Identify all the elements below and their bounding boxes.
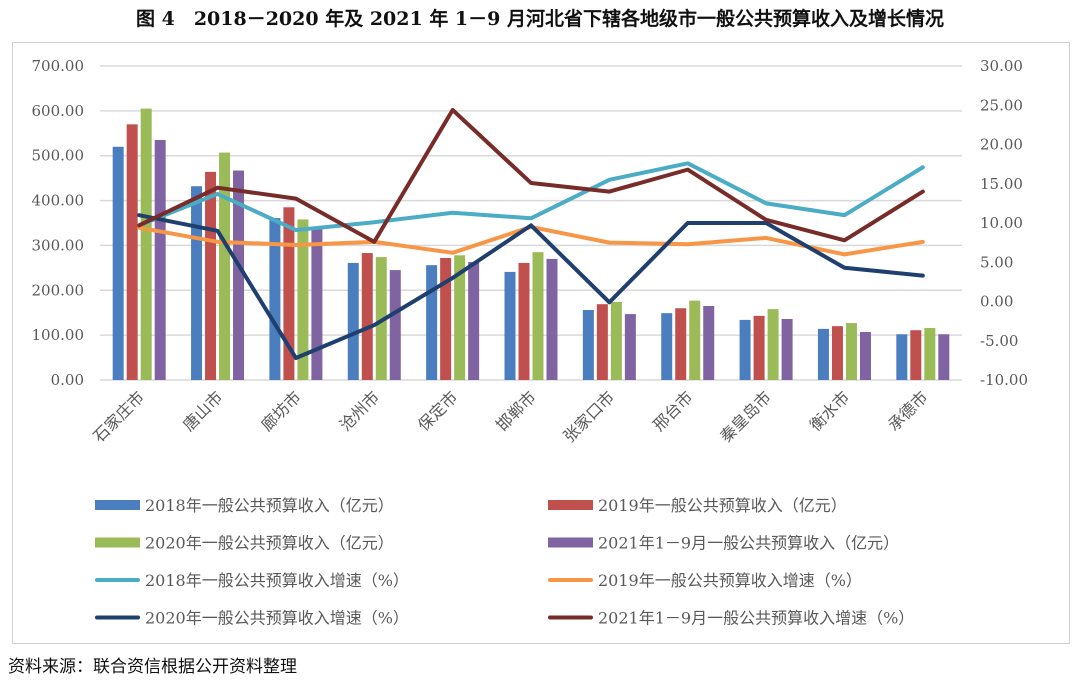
y-left-tick-label: 200.00: [32, 281, 85, 299]
y-left-tick-label: 700.00: [32, 57, 85, 75]
y-right-tick-label: 25.00: [980, 96, 1023, 114]
bar-4: [859, 332, 871, 380]
legend-label: 2021年1－9月一般公共预算收入（亿元）: [598, 534, 899, 553]
y-right-tick-label: 15.00: [980, 175, 1023, 193]
bar-3: [454, 255, 466, 380]
category-label: 保定市: [414, 387, 461, 434]
category-label: 沧州市: [336, 387, 383, 434]
y-left-tick-label: 500.00: [32, 147, 85, 165]
category-label: 张家口市: [559, 387, 618, 446]
bar-3: [689, 300, 701, 380]
category-label: 石家庄市: [89, 387, 148, 446]
y-right-tick-label: 10.00: [980, 214, 1023, 232]
bar-2: [205, 171, 217, 380]
bar-1: [426, 265, 438, 380]
bar-1: [191, 186, 203, 380]
bar-3: [532, 252, 544, 380]
y-right-tick-label: 20.00: [980, 136, 1023, 154]
bar-4: [938, 334, 950, 380]
category-label: 邯郸市: [492, 387, 539, 434]
bar-1: [347, 262, 359, 380]
y-left-tick-label: 100.00: [32, 326, 85, 344]
source-note: 资料来源：联合资信根据公开资料整理: [8, 657, 297, 677]
bar-3: [140, 108, 152, 380]
y-right-tick-label: -10.00: [980, 371, 1028, 389]
bar-1: [582, 310, 594, 380]
line-series-1: [137, 161, 925, 233]
bar-4: [233, 170, 245, 380]
legend-swatch: [95, 500, 140, 510]
bar-1: [739, 319, 751, 380]
bar-2: [361, 253, 373, 380]
y-left-tick-label: 600.00: [32, 102, 85, 120]
bar-1: [661, 313, 673, 380]
category-label: 唐山市: [179, 387, 226, 434]
bar-3: [610, 301, 622, 380]
bar-1: [269, 218, 281, 380]
bar-3: [845, 323, 857, 380]
legend-swatch: [548, 537, 593, 548]
y-right-tick-label: 5.00: [980, 253, 1013, 271]
bar-4: [546, 258, 558, 380]
bar-3: [767, 309, 779, 380]
y-right-tick-label: 0.00: [980, 293, 1013, 311]
bar-2: [126, 124, 138, 380]
bar-2: [910, 330, 922, 380]
bar-4: [624, 314, 636, 380]
category-label: 廊坊市: [257, 387, 304, 434]
y-left-tick-label: 300.00: [32, 236, 85, 254]
category-label: 衡水市: [806, 387, 853, 434]
bar-4: [389, 270, 401, 380]
legend-label: 2019年一般公共预算收入（亿元）: [598, 496, 847, 515]
bar-1: [112, 146, 124, 380]
bar-3: [297, 219, 309, 380]
category-label: 邢台市: [649, 387, 696, 434]
bar-2: [596, 304, 608, 380]
y-left-tick-label: 400.00: [32, 192, 85, 210]
chart-title: 图 4 2018－2020 年及 2021 年 1－9 月河北省下辖各地级市一般…: [136, 8, 944, 30]
bar-4: [703, 305, 715, 380]
legend-label: 2018年一般公共预算收入（亿元）: [145, 496, 394, 515]
line-series-3: [137, 213, 925, 361]
bar-3: [219, 152, 231, 380]
legend-swatch: [95, 537, 140, 548]
bar-2: [753, 315, 765, 380]
bar-1: [896, 334, 908, 380]
y-right-tick-label: -5.00: [980, 332, 1018, 350]
bar-2: [831, 326, 843, 380]
category-label: 秦皇岛市: [716, 387, 775, 446]
legend-label: 2020年一般公共预算收入（亿元）: [145, 534, 394, 553]
bar-4: [311, 228, 323, 380]
legend-label: 2020年一般公共预算收入增速（%）: [145, 609, 409, 628]
bar-4: [468, 262, 480, 380]
legend-label: 2018年一般公共预算收入增速（%）: [145, 571, 409, 590]
bar-2: [518, 262, 530, 380]
bar-1: [504, 271, 516, 380]
y-right-tick-label: 30.00: [980, 57, 1023, 75]
chart-frame: [12, 42, 1070, 644]
bar-2: [283, 207, 295, 380]
bar-4: [154, 140, 166, 380]
bar-2: [675, 308, 687, 380]
legend-label: 2021年1－9月一般公共预算收入增速（%）: [598, 609, 914, 628]
legend-swatch: [548, 500, 593, 510]
bar-1: [817, 328, 829, 380]
line-series-4: [137, 107, 925, 244]
bar-3: [924, 327, 936, 380]
bar-2: [440, 257, 452, 380]
bar-4: [781, 318, 793, 380]
legend-label: 2019年一般公共预算收入增速（%）: [598, 571, 862, 590]
category-label: 承德市: [884, 387, 931, 434]
y-left-tick-label: 0.00: [51, 371, 84, 389]
